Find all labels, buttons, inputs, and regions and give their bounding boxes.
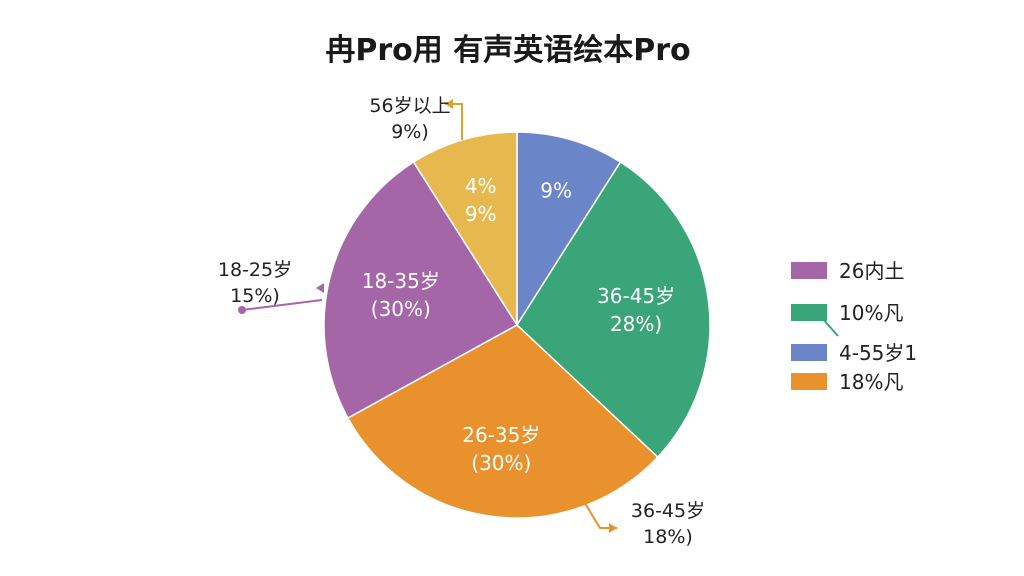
chart-title: 冉Pro用 有声英语绘本Pro bbox=[325, 33, 690, 68]
callout-text-0-0: 56岁以上 bbox=[369, 95, 450, 117]
callout-arrow-0 bbox=[445, 99, 453, 109]
slice-label-4-0: 4% bbox=[465, 174, 497, 198]
pie-slices bbox=[323, 131, 711, 519]
legend-label-1: 10%凡 bbox=[839, 301, 903, 325]
slice-label-3-1: (30%) bbox=[371, 297, 431, 321]
callout-text-1-0: 18-25岁 bbox=[218, 259, 292, 281]
callout-text-0-1: 9%) bbox=[391, 121, 429, 143]
slice-label-2-1: (30%) bbox=[471, 451, 531, 475]
slice-label-2-0: 26-35岁 bbox=[462, 423, 540, 447]
slice-label-1-1: 28%) bbox=[610, 312, 662, 336]
slice-label-3-0: 18-35岁 bbox=[362, 269, 440, 293]
pie-slice-0 bbox=[516, 131, 622, 328]
callout-arrow-1 bbox=[316, 283, 324, 293]
callout-text-2-0: 36-45岁 bbox=[631, 500, 705, 522]
legend-connector bbox=[821, 317, 839, 337]
pie-slice-3 bbox=[323, 161, 519, 419]
chart-legend: 26内土 10%凡 4-55岁1 18%凡 bbox=[791, 259, 917, 394]
legend-label-3: 18%凡 bbox=[839, 370, 903, 394]
legend-swatch-0 bbox=[791, 262, 827, 279]
pie-slice-4 bbox=[412, 131, 518, 328]
legend-label-2: 4-55岁1 bbox=[839, 341, 917, 365]
legend-swatch-3 bbox=[791, 373, 827, 390]
callout-arrow-2 bbox=[609, 523, 617, 533]
callout-line-1 bbox=[241, 299, 323, 311]
pie-slice-labels: 9% 36-45岁 28%) 26-35岁 (30%) 18-35岁 (30%) 4% 9% bbox=[362, 174, 675, 475]
pie-slice-1 bbox=[516, 161, 711, 459]
slice-label-0-0: 9% bbox=[540, 179, 572, 203]
callout-dot-1 bbox=[238, 306, 246, 314]
callout-text-2-1: 18%) bbox=[643, 526, 693, 548]
pie-slice-2 bbox=[346, 324, 659, 519]
slice-label-1-0: 36-45岁 bbox=[597, 284, 675, 308]
legend-label-0: 26内土 bbox=[839, 259, 904, 283]
slice-label-4-1: 9% bbox=[465, 202, 497, 226]
legend-swatch-1 bbox=[791, 304, 827, 321]
callout-text-1-1: 15%) bbox=[230, 285, 280, 307]
pie-callouts: 56岁以上 9%) 18-25岁 15%) 36-45岁 18%) bbox=[218, 95, 705, 548]
legend-swatch-2 bbox=[791, 344, 827, 361]
